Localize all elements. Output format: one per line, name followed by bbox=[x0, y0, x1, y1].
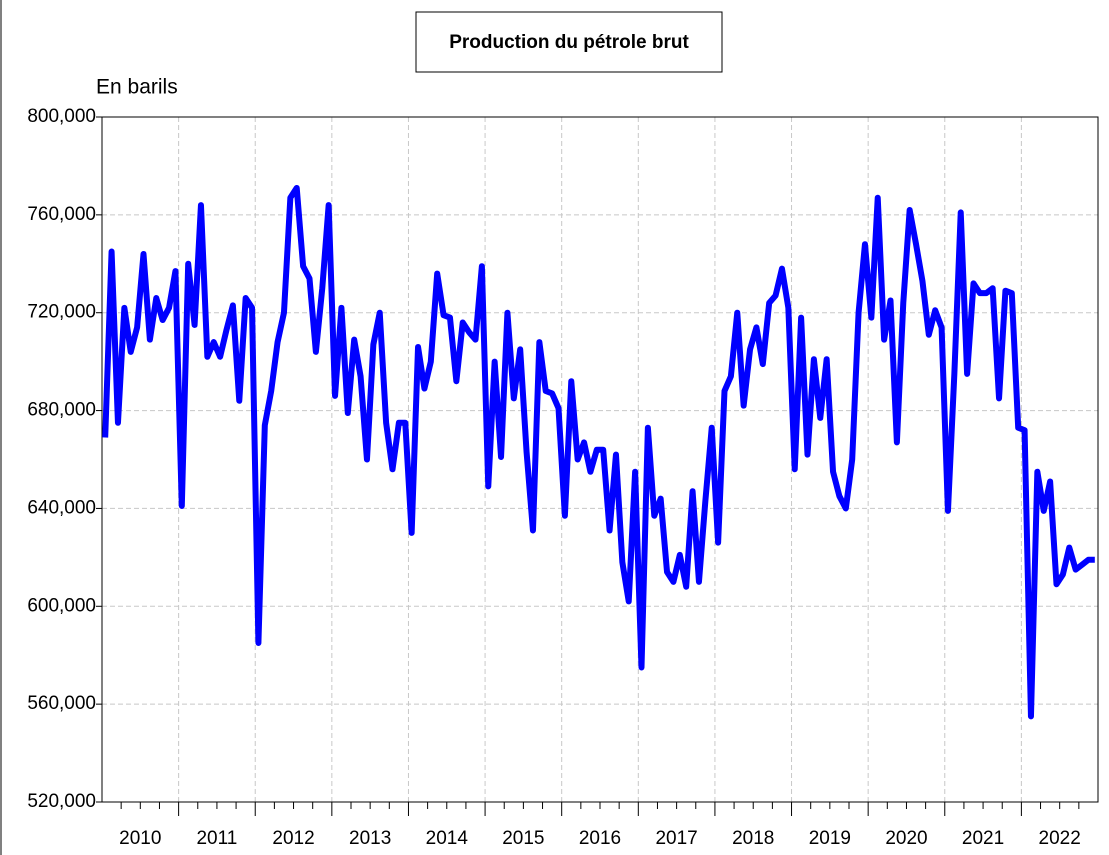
x-tick-label: 2022 bbox=[1039, 828, 1081, 849]
y-tick-label: 600,000 bbox=[27, 595, 96, 616]
x-tick-label: 2012 bbox=[272, 828, 314, 849]
chart-title: Production du pétrole brut bbox=[449, 32, 689, 53]
y-tick-label: 680,000 bbox=[27, 400, 96, 421]
x-tick-label: 2019 bbox=[809, 828, 851, 849]
x-tick-label: 2013 bbox=[349, 828, 391, 849]
x-tick-label: 2011 bbox=[196, 828, 237, 849]
y-tick-label: 520,000 bbox=[27, 791, 96, 812]
y-tick-label: 720,000 bbox=[27, 302, 96, 323]
x-tick-label: 2014 bbox=[426, 828, 469, 849]
y-tick-label: 800,000 bbox=[27, 106, 96, 127]
x-tick-label: 2020 bbox=[885, 828, 927, 849]
x-tick-label: 2010 bbox=[119, 828, 161, 849]
y-tick-label: 560,000 bbox=[27, 693, 96, 714]
y-tick-label: 640,000 bbox=[27, 497, 96, 518]
x-tick-label: 2016 bbox=[579, 828, 621, 849]
plot-frame bbox=[101, 116, 1099, 803]
data-line bbox=[102, 184, 1095, 720]
x-tick-label: 2015 bbox=[502, 828, 544, 849]
x-tick-label: 2018 bbox=[732, 828, 774, 849]
x-tick-label: 2017 bbox=[655, 828, 697, 849]
y-axis-label: En barils bbox=[96, 76, 178, 99]
title-box bbox=[415, 11, 723, 73]
y-tick-label: 760,000 bbox=[27, 204, 96, 225]
x-tick-label: 2021 bbox=[962, 828, 1004, 849]
